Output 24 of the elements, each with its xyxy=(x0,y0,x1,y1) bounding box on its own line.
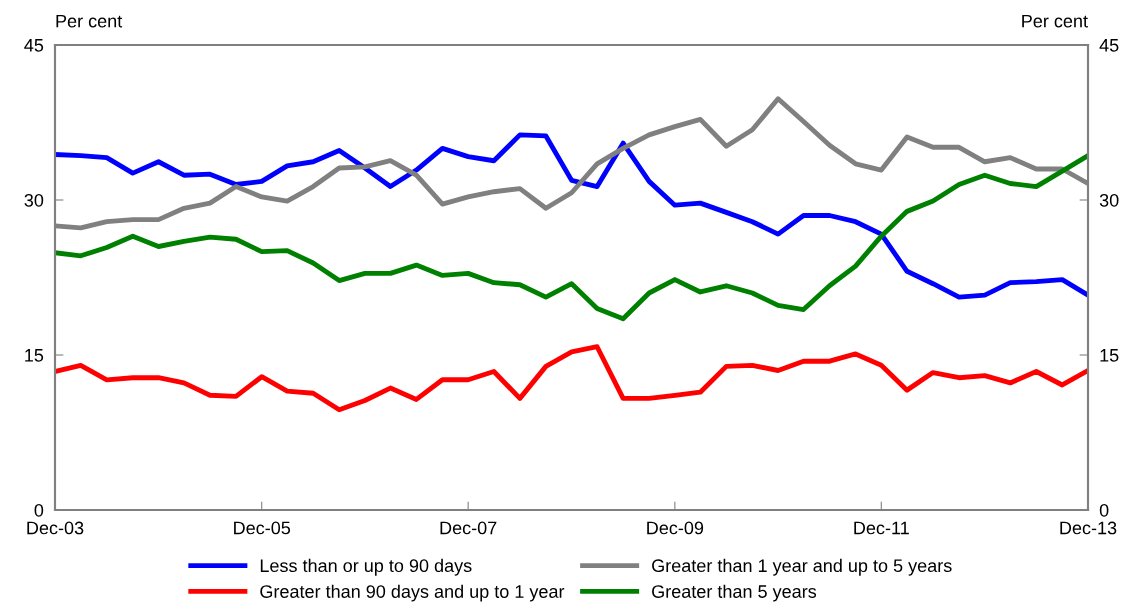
x-tick-label: Dec-09 xyxy=(647,521,704,535)
y-tick-label: 15 xyxy=(25,349,44,362)
y2-tick-label: 30 xyxy=(1099,193,1119,207)
line-series xyxy=(55,132,1088,300)
line-series xyxy=(55,344,1088,413)
x-tick-label: Dec-07 xyxy=(440,521,497,535)
y-tick-label: 45 xyxy=(24,39,44,52)
x-tick-label: Dec-11 xyxy=(854,521,909,535)
y-axis-title: Per cent xyxy=(56,14,123,28)
x-tick-label: Dec-13 xyxy=(1060,521,1117,535)
line-series xyxy=(55,96,1088,231)
y2-tick-label: 0 xyxy=(1099,503,1109,517)
y-tick-label: 30 xyxy=(24,193,44,207)
legend-label: Greater than 90 days and up to 1 year xyxy=(260,584,565,602)
x-tick-label: Dec-03 xyxy=(27,521,84,535)
x-tick-label: Dec-05 xyxy=(234,521,291,535)
y2-tick-label: 45 xyxy=(1099,39,1119,52)
legend-label: Less than or up to 90 days xyxy=(260,558,472,576)
y2-axis-title: Per cent xyxy=(1022,14,1088,28)
legend-label: Greater than 1 year and up to 5 years xyxy=(652,558,952,576)
y-tick-label: 0 xyxy=(34,503,44,517)
legend-label: Greater than 5 years xyxy=(652,584,817,602)
line-series xyxy=(55,153,1088,322)
y2-tick-label: 15 xyxy=(1100,349,1119,362)
